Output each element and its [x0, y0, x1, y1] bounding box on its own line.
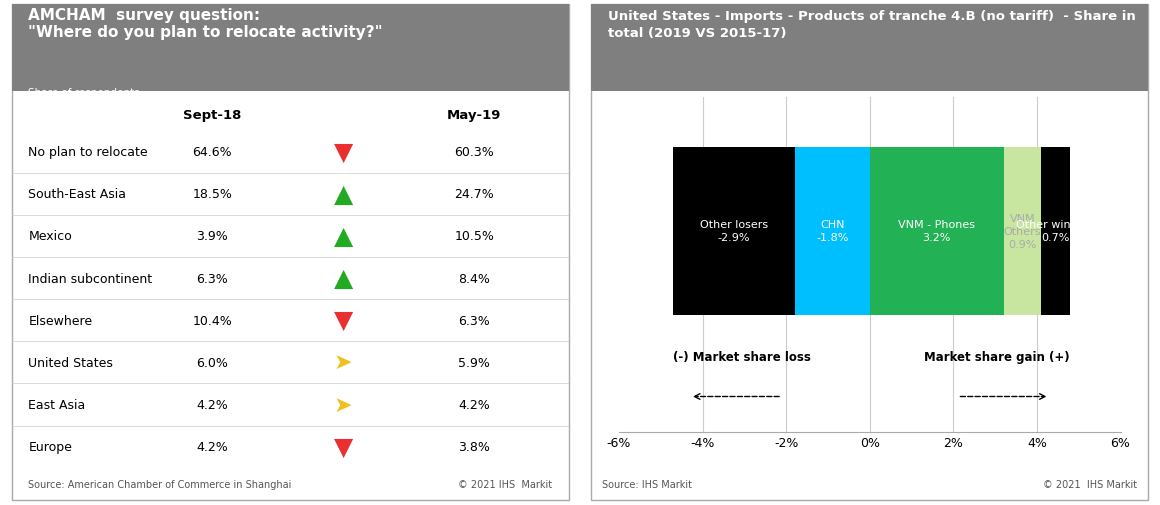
- Text: Source: American Chamber of Commerce in Shanghai: Source: American Chamber of Commerce in …: [28, 479, 291, 489]
- Text: 3.9%: 3.9%: [196, 230, 229, 243]
- Text: Source: IHS Markit: Source: IHS Markit: [602, 479, 693, 489]
- Text: 24.7%: 24.7%: [455, 188, 494, 201]
- Bar: [12, 5, 568, 92]
- Text: 3.8%: 3.8%: [458, 440, 490, 453]
- Text: 4.2%: 4.2%: [196, 440, 229, 453]
- Text: VNM
Others
0.9%: VNM Others 0.9%: [1003, 214, 1041, 249]
- Text: VNM - Phones
3.2%: VNM - Phones 3.2%: [898, 220, 976, 243]
- Text: Other losers
-2.9%: Other losers -2.9%: [699, 220, 768, 243]
- Text: 8.4%: 8.4%: [458, 272, 490, 285]
- Text: ▼: ▼: [334, 435, 353, 459]
- Text: Market share gain (+): Market share gain (+): [925, 350, 1070, 363]
- Bar: [870, 148, 1003, 315]
- Text: Europe: Europe: [28, 440, 72, 453]
- Text: Share of respondents: Share of respondents: [28, 88, 140, 98]
- Text: 64.6%: 64.6%: [193, 146, 232, 159]
- Text: ➤: ➤: [334, 352, 353, 373]
- Text: United States - Imports - Products of tranche 4.B (no tariff)  - Share in
total : United States - Imports - Products of tr…: [608, 10, 1136, 40]
- Text: ▼: ▼: [334, 309, 353, 332]
- Text: No plan to relocate: No plan to relocate: [28, 146, 148, 159]
- Text: 4.2%: 4.2%: [196, 398, 229, 411]
- Text: (-) Market share loss: (-) Market share loss: [673, 350, 811, 363]
- Text: CHN
-1.8%: CHN -1.8%: [815, 220, 848, 243]
- Text: 60.3%: 60.3%: [455, 146, 494, 159]
- Text: ▼: ▼: [334, 140, 353, 164]
- Text: Elsewhere: Elsewhere: [28, 314, 93, 327]
- Bar: [1042, 148, 1071, 315]
- Text: United States: United States: [28, 356, 114, 369]
- Text: Mexico: Mexico: [28, 230, 72, 243]
- Text: Indian subcontinent: Indian subcontinent: [28, 272, 152, 285]
- Text: 4.2%: 4.2%: [458, 398, 490, 411]
- Text: 6.0%: 6.0%: [196, 356, 229, 369]
- Text: 5.9%: 5.9%: [458, 356, 490, 369]
- Text: Sept-18: Sept-18: [183, 109, 241, 122]
- Bar: [673, 148, 795, 315]
- Bar: [592, 5, 1148, 92]
- Bar: [795, 148, 870, 315]
- Text: 6.3%: 6.3%: [458, 314, 490, 327]
- Text: ▲: ▲: [334, 182, 353, 207]
- Text: "Where do you plan to relocate activity?": "Where do you plan to relocate activity?…: [28, 25, 383, 40]
- Text: 10.5%: 10.5%: [455, 230, 494, 243]
- Text: Other winners
0.7%: Other winners 0.7%: [1016, 220, 1095, 243]
- Text: East Asia: East Asia: [28, 398, 86, 411]
- Text: May-19: May-19: [447, 109, 501, 122]
- Text: ▲: ▲: [334, 224, 353, 248]
- Bar: [1003, 148, 1042, 315]
- Text: AMCHAM  survey question:: AMCHAM survey question:: [28, 8, 261, 23]
- Text: 18.5%: 18.5%: [193, 188, 232, 201]
- Text: ➤: ➤: [334, 395, 353, 415]
- Text: 10.4%: 10.4%: [193, 314, 232, 327]
- Text: ▲: ▲: [334, 267, 353, 290]
- Text: 6.3%: 6.3%: [196, 272, 229, 285]
- Text: © 2021 IHS  Markit: © 2021 IHS Markit: [458, 479, 552, 489]
- Text: © 2021  IHS Markit: © 2021 IHS Markit: [1043, 479, 1137, 489]
- Text: South-East Asia: South-East Asia: [28, 188, 126, 201]
